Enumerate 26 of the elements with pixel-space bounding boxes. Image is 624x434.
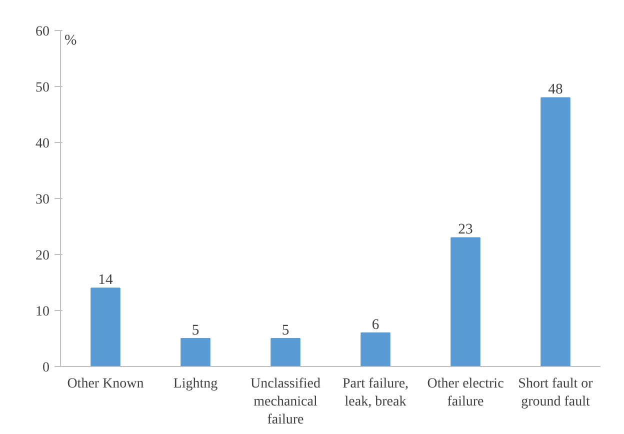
data-label: 5 (192, 322, 200, 338)
data-label: 14 (98, 272, 114, 288)
x-tick-label: Lightng (173, 376, 218, 392)
y-tick-label: 50 (36, 80, 50, 96)
bar (450, 237, 480, 366)
bar (90, 288, 120, 366)
y-tick-label: 60 (36, 24, 50, 40)
x-tick-label: Other Known (67, 376, 144, 392)
x-tick-label: Short fault or ground fault (518, 376, 594, 410)
y-tick-label: 30 (36, 192, 50, 208)
x-tick-label: Part failure, leak, break (342, 376, 409, 410)
bar (540, 97, 570, 366)
bar (360, 332, 390, 366)
y-axis-title: % (64, 32, 77, 48)
x-tick-label: Other electric failure (427, 376, 504, 410)
bar (180, 338, 210, 366)
data-label: 23 (458, 222, 473, 238)
y-tick-label: 20 (36, 248, 50, 264)
data-label: 6 (372, 316, 380, 333)
x-tick-label: Unclassified mechanical failure (250, 376, 320, 428)
data-label: 5 (282, 322, 290, 338)
y-tick-label: 40 (36, 136, 50, 152)
bar (270, 338, 300, 366)
data-label: 48 (548, 82, 563, 98)
y-tick-label: 0 (42, 360, 50, 376)
y-tick-label: 10 (36, 304, 50, 320)
